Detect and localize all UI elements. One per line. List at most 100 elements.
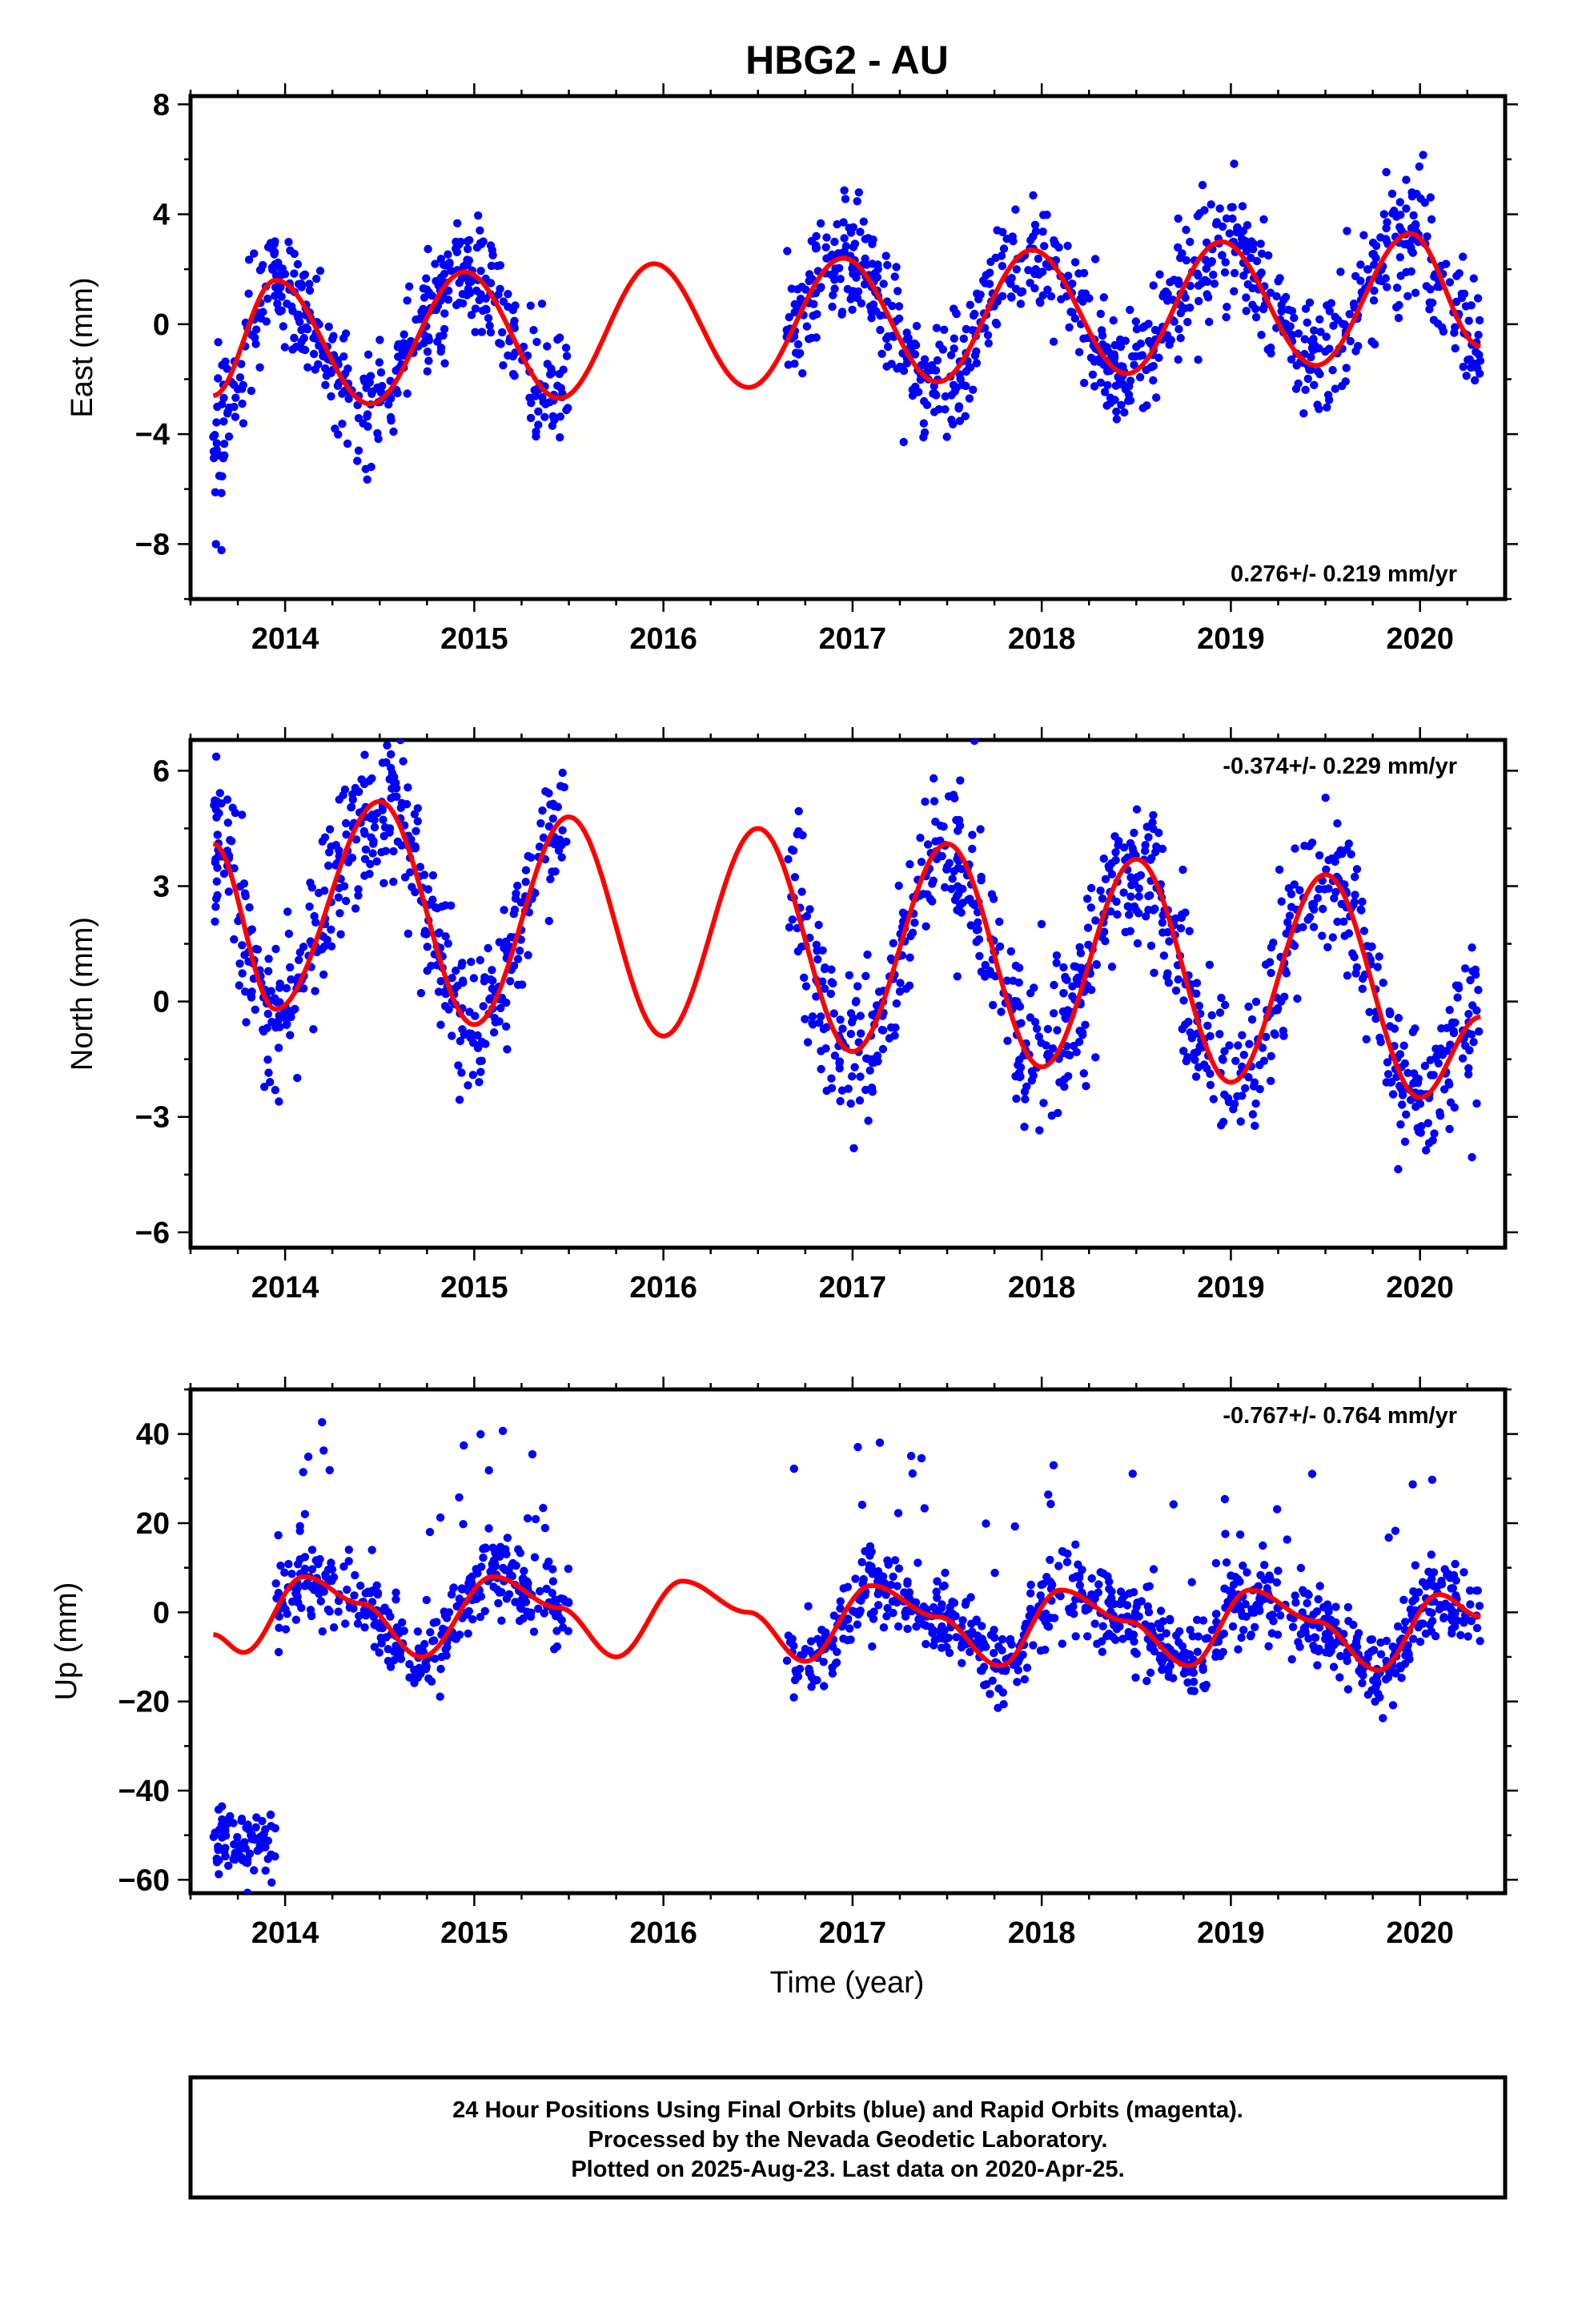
data-point xyxy=(1037,919,1046,929)
data-point xyxy=(1185,927,1194,935)
data-point xyxy=(883,260,892,270)
data-point xyxy=(333,381,343,390)
data-point xyxy=(869,1607,878,1616)
data-point xyxy=(291,1004,299,1014)
data-point xyxy=(1075,1581,1085,1590)
data-point xyxy=(351,835,361,844)
data-point xyxy=(912,1622,921,1631)
data-point xyxy=(827,1074,836,1083)
data-point xyxy=(447,266,456,275)
data-point xyxy=(1303,318,1311,327)
data-point xyxy=(284,1559,293,1569)
data-point xyxy=(1422,1582,1431,1590)
data-point xyxy=(1388,1090,1398,1099)
data-point xyxy=(1325,344,1334,353)
data-point xyxy=(926,1622,935,1631)
data-point xyxy=(255,363,264,372)
data-point xyxy=(1359,927,1369,935)
data-point xyxy=(976,825,985,834)
data-point xyxy=(512,889,520,899)
data-point xyxy=(1290,313,1299,323)
data-point xyxy=(1030,1018,1040,1027)
data-point xyxy=(903,1624,912,1634)
data-point xyxy=(1257,249,1267,258)
data-point xyxy=(1103,1572,1112,1581)
data-point xyxy=(343,1585,351,1594)
data-point xyxy=(1384,1533,1393,1542)
data-point xyxy=(1054,243,1063,252)
data-point xyxy=(1225,1041,1234,1050)
data-point xyxy=(1050,980,1058,990)
data-point xyxy=(1013,1678,1022,1687)
data-point xyxy=(1014,1060,1022,1070)
data-point xyxy=(1314,1594,1323,1604)
data-point xyxy=(1179,1669,1189,1678)
data-point xyxy=(1257,331,1266,340)
data-point xyxy=(1201,255,1210,264)
data-point xyxy=(946,351,956,360)
data-point xyxy=(968,830,977,839)
data-point xyxy=(366,372,375,380)
data-point xyxy=(1293,994,1302,1003)
x-tick-label: 2018 xyxy=(1008,1916,1076,1950)
data-point xyxy=(383,1645,392,1654)
data-point xyxy=(238,1856,247,1865)
data-point xyxy=(830,284,839,293)
data-point xyxy=(1465,1046,1474,1055)
data-point xyxy=(1220,1494,1230,1504)
data-point xyxy=(1392,283,1402,292)
data-point xyxy=(1337,899,1346,909)
data-point xyxy=(1229,1104,1238,1114)
data-point xyxy=(411,887,420,897)
data-point xyxy=(796,295,805,304)
data-point xyxy=(998,1666,1007,1675)
data-point xyxy=(263,294,272,304)
data-point xyxy=(1443,1570,1452,1579)
data-point xyxy=(523,1514,532,1523)
data-point xyxy=(1333,818,1342,828)
data-point xyxy=(958,1616,967,1625)
data-point xyxy=(1251,304,1260,313)
data-point xyxy=(1096,887,1105,895)
data-point xyxy=(1217,993,1226,1003)
data-point xyxy=(558,768,567,778)
data-point xyxy=(479,1553,488,1562)
data-point xyxy=(1036,1591,1045,1600)
data-point xyxy=(1323,943,1332,952)
data-point xyxy=(1363,265,1372,274)
data-point xyxy=(938,1600,946,1609)
data-point xyxy=(516,1603,525,1612)
data-point xyxy=(250,1866,259,1875)
data-point xyxy=(424,356,433,365)
data-point xyxy=(218,1815,227,1824)
data-point xyxy=(316,1597,325,1606)
data-point xyxy=(224,432,234,441)
x-tick-label: 2015 xyxy=(440,1271,508,1305)
data-point xyxy=(1111,1635,1120,1644)
data-point xyxy=(1411,288,1420,297)
data-point xyxy=(452,300,461,310)
data-point xyxy=(1203,293,1213,302)
data-point xyxy=(1127,881,1136,890)
data-point xyxy=(519,342,528,352)
data-point xyxy=(874,1601,883,1610)
data-point xyxy=(1399,1595,1408,1605)
data-point xyxy=(1081,1603,1090,1613)
data-point xyxy=(1310,380,1319,389)
data-point xyxy=(295,948,304,957)
data-point xyxy=(534,407,543,416)
data-point xyxy=(1238,1031,1247,1039)
data-point xyxy=(1034,254,1043,263)
data-point xyxy=(1476,1637,1484,1646)
data-point xyxy=(794,806,803,816)
data-point xyxy=(1382,167,1391,177)
data-point xyxy=(1342,364,1351,372)
data-point xyxy=(495,938,504,947)
data-point xyxy=(212,439,221,448)
data-point xyxy=(1311,1633,1320,1642)
data-point xyxy=(230,935,239,944)
data-point xyxy=(1070,314,1080,323)
data-point xyxy=(1158,928,1167,937)
data-point xyxy=(275,1612,283,1621)
data-point xyxy=(1064,1072,1073,1081)
